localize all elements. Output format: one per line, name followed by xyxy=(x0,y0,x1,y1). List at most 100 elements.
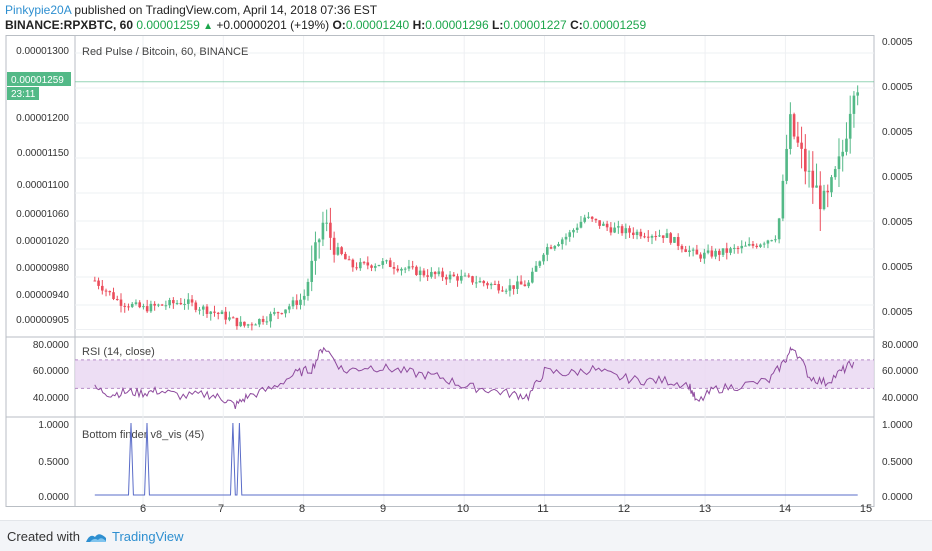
candle-body xyxy=(594,218,598,221)
candle-body xyxy=(142,306,145,308)
candle-body xyxy=(261,318,265,322)
candle-body xyxy=(766,240,770,244)
rsi-tick-right: 60.0000 xyxy=(882,366,919,377)
candle-body xyxy=(549,247,553,249)
candle-body xyxy=(119,299,123,306)
tradingview-brand-link[interactable]: TradingView xyxy=(112,529,184,544)
candle-body xyxy=(366,262,370,266)
price-tick: 0.00000980 xyxy=(16,263,69,274)
candle-body xyxy=(534,265,538,272)
candle-body xyxy=(314,242,317,261)
candle-body xyxy=(149,303,153,312)
last-price: 0.00001259 xyxy=(136,18,200,32)
candle-body xyxy=(815,185,818,188)
author-link[interactable]: Pinkypie20A xyxy=(5,3,72,17)
candle-body xyxy=(273,312,276,314)
candle-body xyxy=(646,236,650,238)
candle-body xyxy=(306,281,310,296)
symbol-label: BINANCE:RPXBTC, 60 xyxy=(5,18,134,32)
tradingview-logo-icon[interactable] xyxy=(84,530,108,544)
indicator-title: Bottom finder v8_vis (45) xyxy=(82,429,204,441)
candle-body xyxy=(127,306,130,308)
time-axis[interactable]: 6 7 8 9 10 11 12 13 14 15 xyxy=(140,503,872,515)
candle-body xyxy=(609,227,613,233)
candle-body xyxy=(373,266,377,268)
candle-body xyxy=(437,271,441,275)
chart-area[interactable]: Red Pulse / Bitcoin, 60, BINANCE 0.00001… xyxy=(5,35,925,515)
candle-body xyxy=(179,302,183,305)
candle-body xyxy=(340,247,343,254)
price-tick-right: 0.0005 xyxy=(882,217,913,228)
indicator-tick-right: 1.0000 xyxy=(882,420,913,431)
candle-body xyxy=(258,318,261,325)
publish-line: Pinkypie20A published on TradingView.com… xyxy=(5,3,377,17)
price-axis-right[interactable]: 0.0005 0.0005 0.0005 0.0005 0.0005 0.000… xyxy=(882,37,913,318)
candle-body xyxy=(777,218,781,240)
candle-body xyxy=(747,243,751,246)
candle-body xyxy=(669,233,672,243)
price-tick: 0.00000940 xyxy=(16,290,69,301)
candle-body xyxy=(519,281,523,285)
candle-body xyxy=(216,312,220,314)
candle-body xyxy=(104,290,108,292)
candle-body xyxy=(721,248,725,255)
candle-body xyxy=(568,232,572,237)
candle-body xyxy=(736,247,740,249)
main-pane-title: Red Pulse / Bitcoin, 60, BINANCE xyxy=(82,46,248,58)
candle-body xyxy=(811,170,815,188)
candle-body xyxy=(516,281,519,289)
candle-body xyxy=(699,254,702,259)
candle-body xyxy=(280,313,284,315)
candle-body xyxy=(471,276,474,283)
time-tick: 15 xyxy=(860,503,872,515)
candle-body xyxy=(336,247,340,255)
candle-body xyxy=(198,309,201,311)
candle-body xyxy=(789,114,792,149)
candle-body xyxy=(478,281,482,283)
footer-bar: Created with TradingView xyxy=(0,520,932,551)
candle-body xyxy=(430,271,433,277)
candle-body xyxy=(441,271,444,278)
candle-body xyxy=(418,270,422,275)
rsi-tick-right: 80.0000 xyxy=(882,340,919,351)
candle-body xyxy=(804,148,807,172)
candle-body xyxy=(710,250,714,257)
candle-body xyxy=(235,317,239,327)
candle-body xyxy=(732,247,736,249)
candle-body xyxy=(433,271,437,275)
candle-body xyxy=(448,274,452,280)
candle-body xyxy=(523,284,527,287)
candle-body xyxy=(762,243,766,245)
candle-body xyxy=(377,264,381,267)
candle-body xyxy=(691,249,695,251)
candle-body xyxy=(542,254,545,262)
candle-body xyxy=(97,280,100,286)
candle-body xyxy=(332,237,336,255)
indicator-tick: 0.5000 xyxy=(38,457,69,468)
candle-body xyxy=(317,239,321,243)
candle-body xyxy=(587,216,590,218)
candle-body xyxy=(493,283,497,285)
open-label: O: xyxy=(332,18,346,32)
candle-body xyxy=(818,185,822,210)
candle-body xyxy=(284,309,287,314)
bottom-finder-line xyxy=(94,422,858,496)
indicator-tick: 1.0000 xyxy=(38,420,69,431)
countdown-text: 23:11 xyxy=(11,89,36,100)
candle-body xyxy=(172,300,175,304)
candle-body xyxy=(115,299,119,301)
close-label: C: xyxy=(570,18,583,32)
candle-body xyxy=(579,221,583,228)
candle-body xyxy=(800,142,803,149)
candlestick-series[interactable] xyxy=(93,85,859,331)
candle-body xyxy=(474,282,478,284)
candle-body xyxy=(602,223,605,226)
candle-body xyxy=(407,266,411,269)
candle-body xyxy=(359,262,362,269)
high-label: H: xyxy=(412,18,426,32)
candle-body xyxy=(755,245,759,247)
candle-body xyxy=(751,243,755,246)
candle-body xyxy=(396,268,400,271)
candle-body xyxy=(243,321,246,326)
candle-body xyxy=(160,304,164,306)
